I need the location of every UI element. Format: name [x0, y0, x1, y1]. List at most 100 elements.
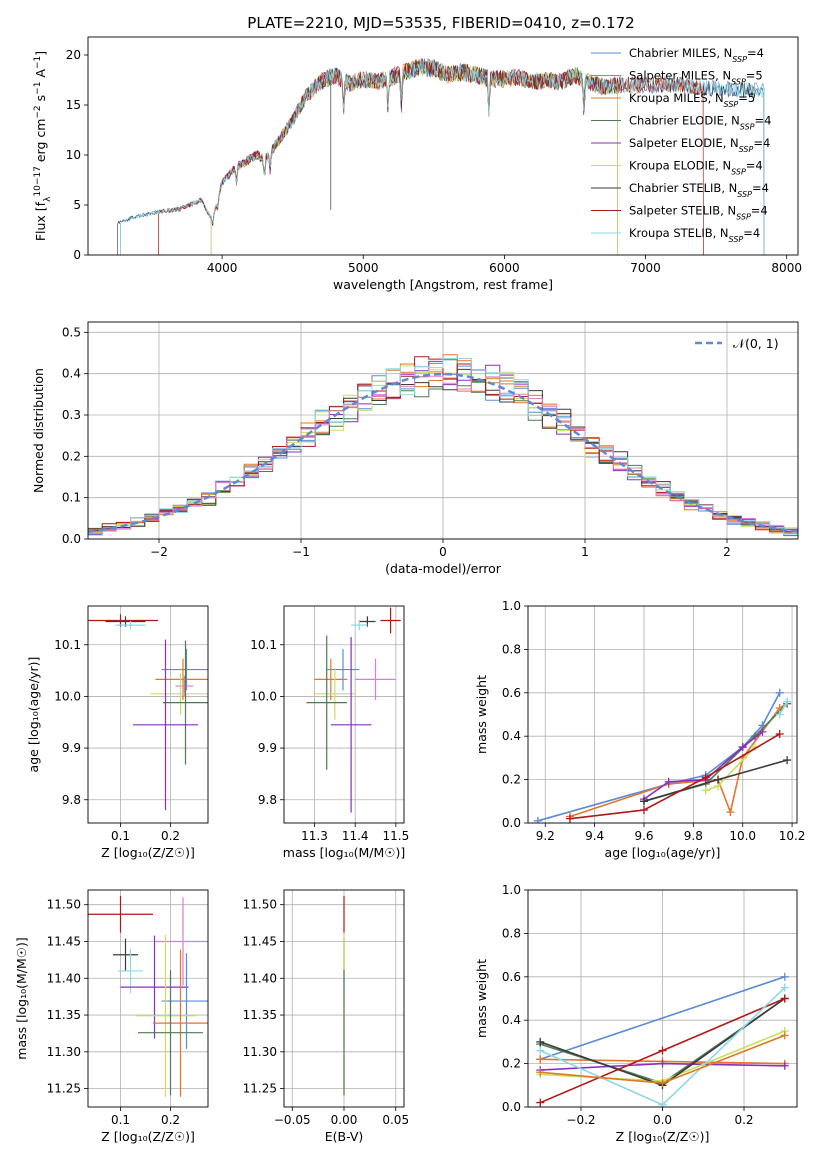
axes-frame: [87, 605, 209, 824]
y-axis-label: Normed distribution: [31, 368, 46, 493]
y-tick-label: 0.4: [502, 729, 521, 743]
x-axis-label: age [log₁₀(age/yr)]: [605, 845, 721, 860]
plot-area: [533, 688, 792, 823]
legend-entry-sub: SSP: [731, 167, 746, 176]
y-tick-label: 1.0: [502, 599, 521, 613]
plot-area: [306, 607, 401, 813]
error-point-chab_stelib: [113, 938, 138, 971]
age_vs_Z-panel: 0.1 0.2 9.8 9.9 10.0 10.1 Z [log₁₀(Z/Z☉)] age […: [26, 605, 209, 860]
mass-weight-line-salp_stelib: [569, 733, 781, 820]
mass-weight-line-salp_miles: [569, 702, 788, 818]
x-tick-label: 1: [581, 545, 589, 559]
mass-weight-marker: [639, 797, 648, 806]
x-tick-label: 11.4: [342, 829, 369, 843]
y-tick-label: 10: [66, 148, 81, 162]
legend-entry-part: =4: [747, 46, 764, 60]
y-tick-label: 0.0: [502, 1100, 521, 1114]
x-tick-label: 10.0: [729, 829, 756, 843]
y-tick-label: 0.1: [62, 491, 81, 505]
axes-frame: [87, 36, 799, 256]
error-point-salp_elodie: [133, 639, 198, 811]
y-tick-label: 0.6: [502, 970, 521, 984]
mass-weight-marker: [775, 688, 784, 697]
mass-weight-marker: [701, 786, 710, 795]
mass_vs_EBV-panel: −0.05 0.00 0.05 11.25 11.30 11.35 11.40 11.45 11…: [243, 889, 409, 1144]
legend-entry: Kroupa MILES, NSSP=5: [629, 91, 755, 109]
mass-weight-marker: [533, 816, 542, 823]
x-tick-label: 7000: [630, 261, 661, 275]
axes-frame: [527, 889, 798, 1108]
x-tick-label: 6000: [489, 261, 520, 275]
x-tick-label: 0.0: [653, 1113, 672, 1127]
mass-weight-marker: [780, 1061, 789, 1070]
mass-weight-marker: [658, 1100, 667, 1107]
legend-entry-part: =5: [738, 91, 755, 105]
x-tick-label: 0.2: [161, 1113, 180, 1127]
mass-weight-marker: [738, 743, 747, 752]
x-tick-label: 9.6: [634, 829, 653, 843]
y-axis-label-part: −1: [33, 82, 43, 95]
y-tick-label: 15: [66, 98, 81, 112]
mass-weight-marker: [536, 1046, 545, 1055]
error-point-krou_stelib: [351, 619, 368, 631]
y-tick-label: 0.5: [62, 325, 81, 339]
legend-entry: Kroupa ELODIE, NSSP=4: [629, 159, 763, 177]
error-point-pink: [355, 658, 396, 701]
legend-entry: Chabrier ELODIE, NSSP=4: [629, 114, 771, 132]
x-tick-label: 9.2: [536, 829, 555, 843]
error-point-krou_stelib: [115, 620, 146, 630]
y-tick-label: 0.0: [502, 816, 521, 830]
y-tick-label: 10.0: [250, 689, 277, 703]
error-point-krou_elodie: [135, 934, 196, 1097]
y-axis-label-part: ]: [33, 51, 48, 56]
x-axis-label: Z [log₁₀(Z/Z☉)]: [616, 1129, 710, 1144]
legend-entry: Kroupa STELIB, NSSP=4: [629, 226, 760, 244]
y-tick-label: 11.50: [47, 898, 81, 912]
error-point-chab_elodie: [306, 635, 348, 770]
plot-area: [88, 895, 208, 1097]
y-tick-label: 0.8: [502, 926, 521, 940]
error-point-chab_miles: [161, 648, 208, 691]
x-tick-label: 0.2: [734, 1113, 753, 1127]
error-point-salp_stelib: [380, 607, 401, 634]
legend-entry: Chabrier MILES, NSSP=4: [629, 46, 764, 64]
legend-entry-sub: SSP: [739, 145, 754, 154]
legend-entry-part: =4: [753, 136, 770, 150]
legend-entry-part: =4: [746, 159, 763, 173]
axes-frame: [87, 889, 209, 1108]
mass-weight-line-chab_miles: [537, 692, 781, 822]
massweight_vs_Z-panel: −0.2 0.0 0.2 0.0 0.2 0.4 0.6 0.8 1.0 Z [log₁₀(Z/Z…: [474, 883, 798, 1144]
legend-entry-part: Chabrier ELODIE, N: [629, 114, 740, 128]
y-tick-label: 0.4: [502, 1013, 521, 1027]
y-axis-label: mass [log₁₀(M/M☉)]: [14, 937, 29, 1059]
y-tick-label: 0.2: [502, 773, 521, 787]
mass-weight-marker: [639, 805, 648, 814]
y-tick-label: 11.50: [243, 898, 277, 912]
y-tick-label: 11.40: [47, 971, 81, 985]
legend-entry-part: Salpeter STELIB, N: [629, 204, 736, 218]
x-tick-label: 4000: [207, 261, 238, 275]
x-tick-label: 9.8: [684, 829, 703, 843]
x-tick-label: 11.5: [383, 829, 410, 843]
legend-entry-part: Kroupa STELIB, N: [629, 226, 729, 240]
plot-area: [88, 354, 798, 537]
x-tick-label: 8000: [771, 261, 802, 275]
error-point-salp_miles: [314, 658, 348, 701]
mass-weight-line-chab_miles: [539, 976, 786, 1061]
error-point-pink: [175, 675, 194, 697]
x-tick-label: 11.3: [301, 829, 328, 843]
spectrum-line-krou_stelib: [120, 58, 765, 255]
legend-entry: 𝒩(0, 1): [733, 336, 779, 351]
y-tick-label: 9.9: [258, 741, 277, 755]
y-tick-label: 11.30: [243, 1045, 277, 1059]
age_vs_mass-panel: 11.3 11.4 11.5 9.8 9.9 10.0 10.1 mass [log₁₀(M/…: [250, 605, 410, 860]
massweight_vs_age-panel: 9.2 9.4 9.6 9.8 10.0 10.2 0.0 0.2 0.4 0.6 0.8 1.0 ag…: [474, 599, 805, 860]
spectrum-panel: 4000 5000 6000 7000 8000 0 5 10 15 20 wavelength […: [33, 36, 802, 292]
y-tick-label: 0.6: [502, 686, 521, 700]
error-point-chab_elodie: [163, 640, 208, 765]
y-axis-label-part: A: [33, 69, 48, 82]
y-tick-label: 11.45: [47, 934, 81, 948]
spectrum-line-salp_stelib: [158, 59, 704, 255]
